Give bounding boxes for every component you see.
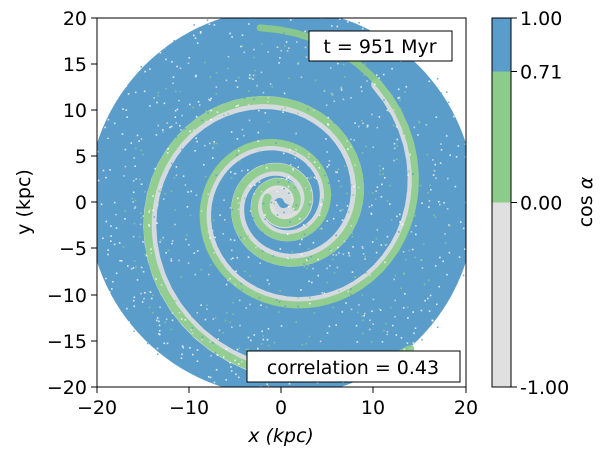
plot-area <box>96 17 467 388</box>
y-tick-label: −20 <box>47 377 87 399</box>
x-axis: −20 −10 0 10 20 <box>77 387 478 419</box>
colorbar-tick-label: -1.00 <box>520 377 569 399</box>
x-axis-label: x (kpc) <box>247 425 314 447</box>
spiral-arm <box>199 24 419 309</box>
outskirts-gap <box>97 18 136 57</box>
x-tick-label: 0 <box>275 397 287 419</box>
x-tick-label: −20 <box>77 397 117 419</box>
orientation-field <box>97 18 466 387</box>
x-tick-label: −10 <box>169 397 209 419</box>
outskirts-gap <box>97 348 136 387</box>
y-tick-label: −15 <box>47 331 87 353</box>
y-tick-label: 20 <box>63 8 87 30</box>
correlation-annotation: correlation = 0.43 <box>246 350 461 383</box>
correlation-annotation-box <box>246 350 461 383</box>
colorbar-level <box>492 18 511 72</box>
x-tick-label: 10 <box>361 397 385 419</box>
y-tick-label: 0 <box>75 192 87 214</box>
y-tick-label: −10 <box>47 285 87 307</box>
colorbar-level <box>492 71 511 203</box>
y-axis-label: y (kpc) <box>13 169 35 235</box>
time-annotation-box <box>308 30 453 62</box>
colorbar-level <box>492 202 511 387</box>
time-annotation-text: t = 951 Myr <box>323 36 436 58</box>
colorbar: 1.00 0.71 0.00 -1.00 cos α <box>491 8 597 399</box>
spiral-arm <box>143 95 415 382</box>
y-tick-label: −5 <box>59 238 87 260</box>
x-tick-label: 20 <box>454 397 478 419</box>
colorbar-label: cos α <box>575 176 597 227</box>
time-annotation: t = 951 Myr <box>308 30 453 62</box>
correlation-annotation-text: correlation = 0.43 <box>267 357 439 379</box>
y-tick-label: 5 <box>75 146 87 168</box>
disk-region <box>97 18 466 387</box>
y-axis: 20 15 10 5 0 −5 −10 −15 −20 <box>47 8 97 399</box>
colorbar-tick-label: 0.00 <box>520 193 562 215</box>
colorbar-tick-label: 1.00 <box>520 8 562 30</box>
y-tick-label: 15 <box>63 54 87 76</box>
y-tick-label: 10 <box>63 100 87 122</box>
colorbar-tick-label: 0.71 <box>520 62 562 84</box>
